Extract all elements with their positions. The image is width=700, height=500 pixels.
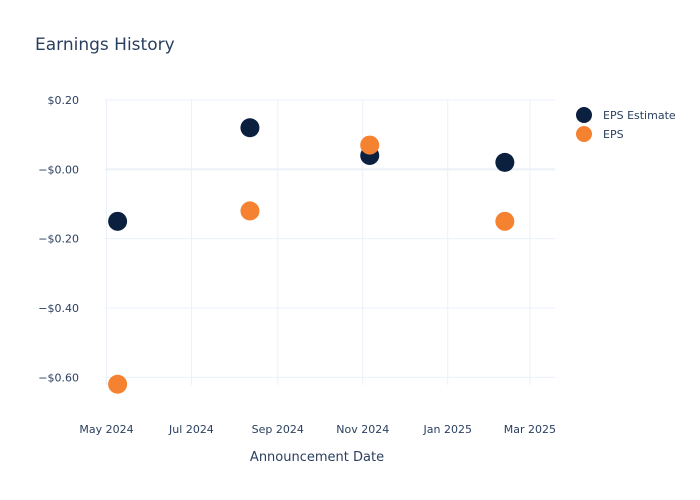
- x-tick-label: Jan 2025: [423, 423, 472, 436]
- legend-label: EPS: [603, 128, 624, 141]
- y-tick-label: −$0.20: [38, 233, 79, 246]
- eps-estimate-point: [240, 118, 260, 138]
- legend[interactable]: EPS Estimate EPS: [576, 107, 676, 142]
- eps-estimate-point: [495, 152, 515, 172]
- eps-estimate-point: [108, 211, 128, 231]
- eps-point: [495, 211, 515, 231]
- legend-item-eps-estimate[interactable]: EPS Estimate: [576, 107, 676, 123]
- x-tick-label: Sep 2024: [252, 423, 304, 436]
- x-tick-label: May 2024: [79, 423, 133, 436]
- y-tick-label: −$0.40: [38, 302, 79, 315]
- y-tick-label: −$0.00: [38, 163, 79, 176]
- grid: [105, 99, 555, 385]
- y-axis-ticks: $0.20 −$0.00 −$0.20 −$0.40 −$0.60: [38, 94, 79, 384]
- y-tick-label: $0.20: [48, 94, 80, 107]
- x-axis-title: Announcement Date: [250, 450, 384, 465]
- legend-item-eps[interactable]: EPS: [576, 126, 624, 142]
- legend-marker: [576, 126, 592, 142]
- x-tick-label: Jul 2024: [168, 423, 214, 436]
- legend-marker: [576, 107, 592, 123]
- x-tick-label: Mar 2025: [504, 423, 556, 436]
- eps-point: [360, 135, 380, 155]
- y-tick-label: −$0.60: [38, 371, 79, 384]
- eps-point: [108, 374, 128, 394]
- legend-label: EPS Estimate: [603, 109, 676, 122]
- x-axis-ticks: May 2024 Jul 2024 Sep 2024 Nov 2024 Jan 2025…: [79, 423, 556, 436]
- eps-point: [240, 201, 260, 221]
- chart-title: Earnings History: [35, 35, 175, 55]
- data-points: [108, 118, 515, 394]
- x-tick-label: Nov 2024: [336, 423, 389, 436]
